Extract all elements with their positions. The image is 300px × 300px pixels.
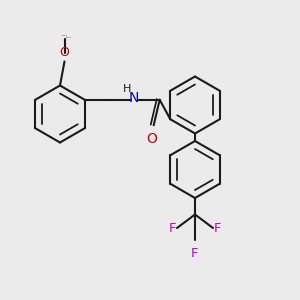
Text: O: O (60, 46, 69, 59)
Text: F: F (191, 247, 199, 260)
Text: methoxy: methoxy (66, 36, 72, 38)
Text: methoxy: methoxy (61, 35, 68, 36)
Text: O: O (147, 132, 158, 146)
Text: F: F (214, 221, 221, 235)
Text: N: N (129, 91, 140, 105)
Text: F: F (169, 221, 176, 235)
Text: H: H (123, 84, 131, 94)
